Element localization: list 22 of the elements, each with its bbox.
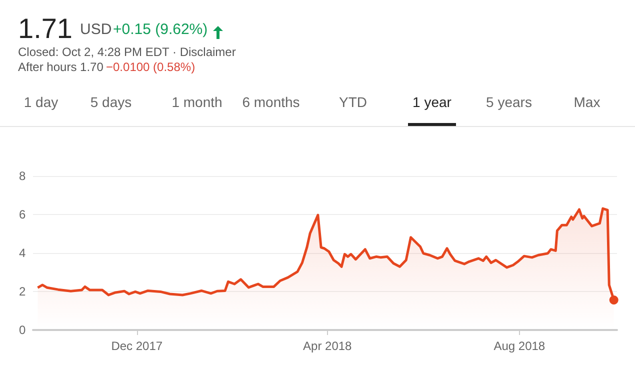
- text: 1 month: [170, 94, 224, 110]
- text: −0.0100 (0.58%): [106, 60, 196, 74]
- text: USD: [80, 21, 112, 39]
- text: 5 days: [89, 94, 133, 110]
- x-tick-label: Apr 2018: [303, 339, 352, 353]
- y-tick-label: 8: [19, 169, 26, 183]
- text: 1.71: [18, 12, 72, 46]
- text: 1 year: [412, 94, 452, 110]
- text: 5 years: [485, 94, 533, 110]
- y-tick-label: 6: [19, 208, 26, 222]
- y-tick-label: 4: [19, 246, 26, 260]
- text: Closed: Oct 2, 4:28 PM EDT · Disclaimer: [18, 45, 236, 60]
- text: After hours 1.70: [18, 60, 104, 74]
- text: Max: [572, 94, 602, 110]
- x-tick-label: Aug 2018: [494, 339, 546, 353]
- text: YTD: [338, 94, 368, 110]
- text: +0.15 (9.62%): [113, 21, 208, 39]
- x-tick-label: Dec 2017: [111, 339, 163, 353]
- text: 1 day: [22, 94, 60, 110]
- y-tick-label: 0: [19, 323, 26, 337]
- y-tick-label: 2: [19, 284, 26, 298]
- text: 6 months: [241, 94, 301, 110]
